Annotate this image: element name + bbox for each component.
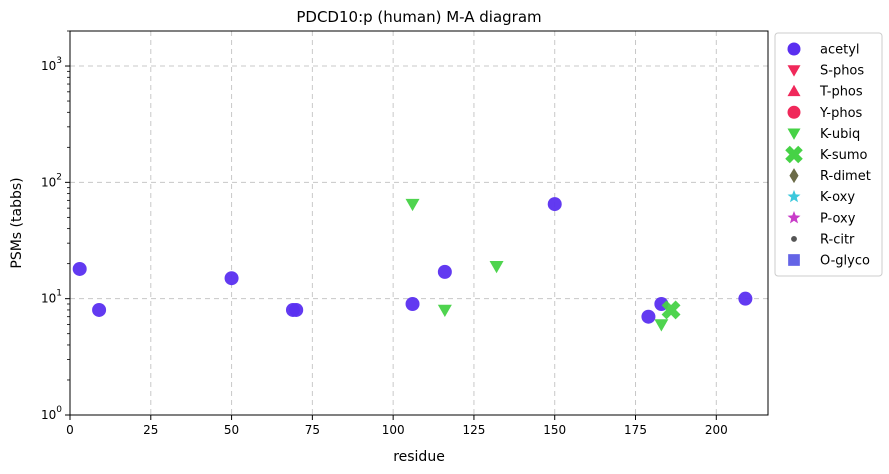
x-tick-label: 25 bbox=[143, 423, 158, 437]
legend-marker-K-ubiq bbox=[787, 128, 801, 140]
legend-marker-T-phos bbox=[787, 84, 801, 97]
legend-marker-R-dimet bbox=[789, 168, 799, 184]
legend-marker-acetyl bbox=[787, 42, 801, 56]
x-axis-label: residue bbox=[393, 449, 445, 465]
legend-label-R-dimet: R-dimet bbox=[820, 169, 871, 184]
legend-label-K-ubiq: K-ubiq bbox=[820, 127, 860, 142]
y-tick-label: 100 bbox=[41, 405, 62, 422]
x-tick-label: 125 bbox=[462, 423, 485, 437]
y-axis-label: PSMs (tabbs) bbox=[9, 177, 25, 268]
legend-label-O-glyco: O-glyco bbox=[820, 254, 870, 269]
data-point-K-ubiq bbox=[405, 198, 420, 212]
x-axis: 0 25 50 75 100 125 150 175 200 bbox=[66, 415, 728, 437]
data-points bbox=[72, 197, 753, 332]
y-axis: 100 101 102 103 bbox=[41, 30, 70, 422]
data-point-K-ubiq bbox=[437, 304, 452, 317]
legend-label-R-citr: R-citr bbox=[820, 232, 855, 247]
data-point-acetyl bbox=[72, 261, 87, 276]
legend-marker-K-oxy bbox=[787, 189, 801, 203]
data-point-acetyl bbox=[92, 302, 107, 317]
y-tick-label: 103 bbox=[41, 56, 62, 73]
legend-label-K-oxy: K-oxy bbox=[820, 190, 855, 205]
data-point-K-sumo bbox=[661, 300, 681, 320]
y-tick-label: 102 bbox=[41, 172, 62, 189]
plot-area-frame bbox=[69, 30, 769, 416]
legend: acetyl S-phos T-phos Y-phos K-ubiq K-sumo R-di… bbox=[774, 32, 883, 277]
legend-marker-P-oxy bbox=[787, 210, 801, 224]
x-tick-label: 0 bbox=[66, 423, 74, 437]
data-point-acetyl bbox=[738, 291, 753, 306]
x-tick-label: 75 bbox=[305, 423, 320, 437]
legend-marker-S-phos bbox=[787, 65, 801, 77]
legend-label-S-phos: S-phos bbox=[820, 64, 864, 79]
chart-title: PDCD10:p (human) M-A diagram bbox=[296, 8, 541, 26]
data-point-acetyl bbox=[437, 264, 452, 279]
legend-label-T-phos: T-phos bbox=[819, 85, 863, 100]
data-point-acetyl bbox=[641, 309, 656, 324]
data-point-K-ubiq bbox=[654, 319, 669, 332]
x-tick-label: 100 bbox=[382, 423, 405, 437]
legend-label-P-oxy: P-oxy bbox=[820, 211, 856, 226]
legend-label-acetyl: acetyl bbox=[820, 43, 860, 58]
legend-label-K-sumo: K-sumo bbox=[820, 148, 868, 163]
data-point-K-ubiq bbox=[489, 260, 504, 274]
grid bbox=[69, 31, 768, 415]
legend-box bbox=[774, 32, 883, 277]
legend-marker-K-sumo bbox=[785, 145, 803, 164]
x-tick-label: 150 bbox=[543, 423, 566, 437]
legend-marker-Y-phos bbox=[787, 105, 801, 119]
data-point-acetyl bbox=[547, 197, 562, 212]
legend-marker-O-glyco bbox=[788, 254, 800, 266]
data-point-acetyl bbox=[405, 296, 420, 311]
legend-label-Y-phos: Y-phos bbox=[819, 106, 863, 121]
data-point-acetyl bbox=[224, 271, 239, 286]
data-point-acetyl bbox=[289, 302, 304, 317]
x-tick-label: 175 bbox=[624, 423, 647, 437]
y-tick-label: 101 bbox=[41, 289, 62, 306]
x-tick-label: 200 bbox=[705, 423, 728, 437]
legend-marker-R-citr bbox=[791, 235, 797, 242]
x-tick-label: 50 bbox=[224, 423, 239, 437]
